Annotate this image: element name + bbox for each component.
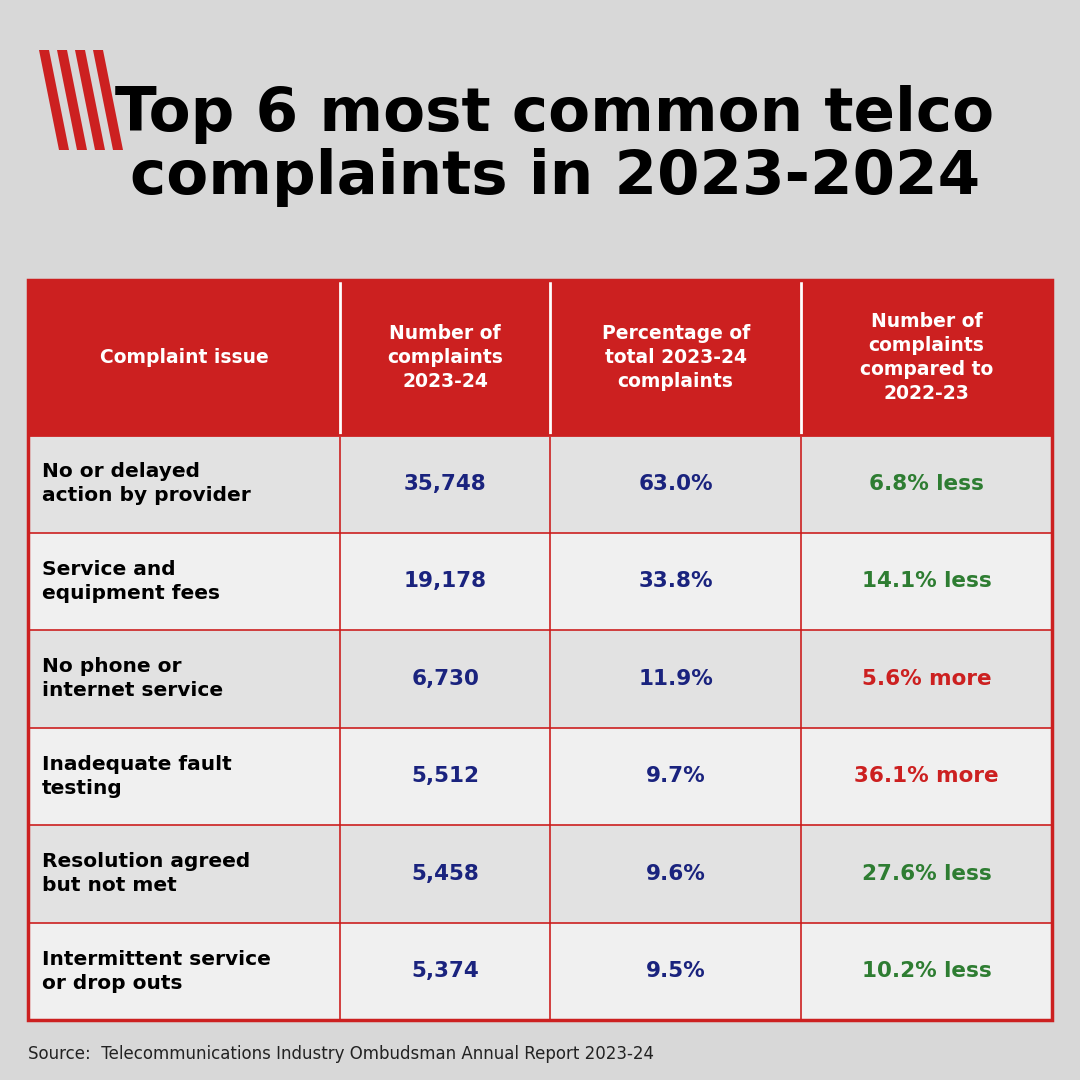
Polygon shape <box>39 50 69 150</box>
Bar <box>28 280 1052 1020</box>
Text: 27.6% less: 27.6% less <box>862 864 991 883</box>
Bar <box>28 825 1052 922</box>
Polygon shape <box>57 50 87 150</box>
Text: 11.9%: 11.9% <box>638 669 713 689</box>
Text: Complaint issue: Complaint issue <box>99 348 269 367</box>
Bar <box>28 630 1052 728</box>
Bar <box>28 532 1052 630</box>
Text: No phone or
internet service: No phone or internet service <box>42 657 224 700</box>
Text: Percentage of
total 2023-24
complaints: Percentage of total 2023-24 complaints <box>602 324 750 391</box>
Text: No or delayed
action by provider: No or delayed action by provider <box>42 462 251 505</box>
Text: Inadequate fault
testing: Inadequate fault testing <box>42 755 232 798</box>
Polygon shape <box>75 50 105 150</box>
Text: 5,458: 5,458 <box>411 864 480 883</box>
Text: 63.0%: 63.0% <box>638 474 713 494</box>
Text: 9.7%: 9.7% <box>646 766 705 786</box>
Text: Number of
complaints
2023-24: Number of complaints 2023-24 <box>388 324 503 391</box>
Text: 9.5%: 9.5% <box>646 961 705 982</box>
Text: Number of
complaints
compared to
2022-23: Number of complaints compared to 2022-23 <box>860 312 994 403</box>
Text: 5,374: 5,374 <box>411 961 480 982</box>
Text: Source:  Telecommunications Industry Ombudsman Annual Report 2023-24: Source: Telecommunications Industry Ombu… <box>28 1045 654 1063</box>
Text: 6,730: 6,730 <box>411 669 480 689</box>
Text: 33.8%: 33.8% <box>638 571 713 591</box>
Text: 5,512: 5,512 <box>411 766 480 786</box>
Bar <box>28 728 1052 825</box>
Text: 6.8% less: 6.8% less <box>869 474 984 494</box>
Text: 14.1% less: 14.1% less <box>862 571 991 591</box>
Text: 36.1% more: 36.1% more <box>854 766 999 786</box>
Text: 35,748: 35,748 <box>404 474 487 494</box>
Text: Intermittent service
or drop outs: Intermittent service or drop outs <box>42 949 271 993</box>
Text: Top 6 most common telco: Top 6 most common telco <box>116 85 995 144</box>
Polygon shape <box>93 50 123 150</box>
Text: complaints in 2023-2024: complaints in 2023-2024 <box>130 148 980 207</box>
Text: Resolution agreed
but not met: Resolution agreed but not met <box>42 852 251 895</box>
Text: 10.2% less: 10.2% less <box>862 961 991 982</box>
Text: 9.6%: 9.6% <box>646 864 705 883</box>
Bar <box>28 435 1052 532</box>
Text: 19,178: 19,178 <box>404 571 487 591</box>
Bar <box>28 922 1052 1020</box>
Text: Service and
equipment fees: Service and equipment fees <box>42 559 220 603</box>
Bar <box>28 280 1052 435</box>
Text: 5.6% more: 5.6% more <box>862 669 991 689</box>
